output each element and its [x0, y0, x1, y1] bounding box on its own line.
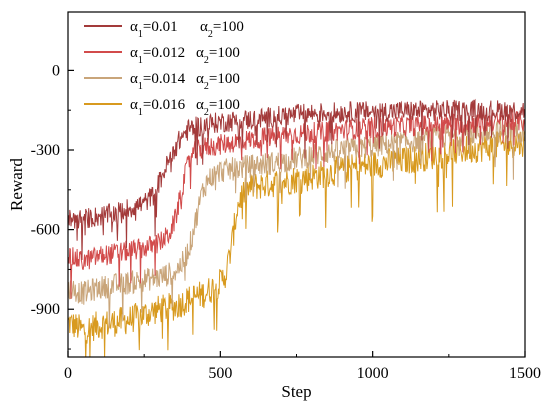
legend: α1=0.01 α2=100 α1=0.012 α2=100 α1=0.014 α2=10…: [84, 19, 244, 118]
y-tick-label: -600: [31, 222, 60, 239]
series-line-2: [68, 110, 525, 300]
legend-label-1: α1=0.01 α2=100: [130, 19, 244, 40]
legend-label-3: α1=0.014 α2=100: [130, 71, 240, 92]
y-tick-label: 0: [52, 62, 60, 79]
legend-label-2: α1=0.012 α2=100: [130, 45, 240, 66]
series-layer: [68, 98, 525, 357]
x-tick-label: 1500: [509, 365, 541, 382]
y-tick-label: -900: [31, 301, 60, 318]
x-axis-title: Step: [281, 382, 311, 401]
legend-label-4: α1=0.016 α2=100: [130, 97, 240, 118]
x-tick-label: 500: [208, 365, 232, 382]
x-tick-label: 1000: [357, 365, 389, 382]
series-line-1: [68, 98, 525, 261]
x-tick-label: 0: [64, 365, 72, 382]
series-line-3: [68, 119, 525, 329]
series-line-4: [68, 130, 525, 357]
y-axis-title: Reward: [7, 158, 26, 211]
axis-ticks: 0 500 1000 1500 0 -300 -600 -900: [31, 62, 541, 382]
y-tick-label: -300: [31, 142, 60, 159]
